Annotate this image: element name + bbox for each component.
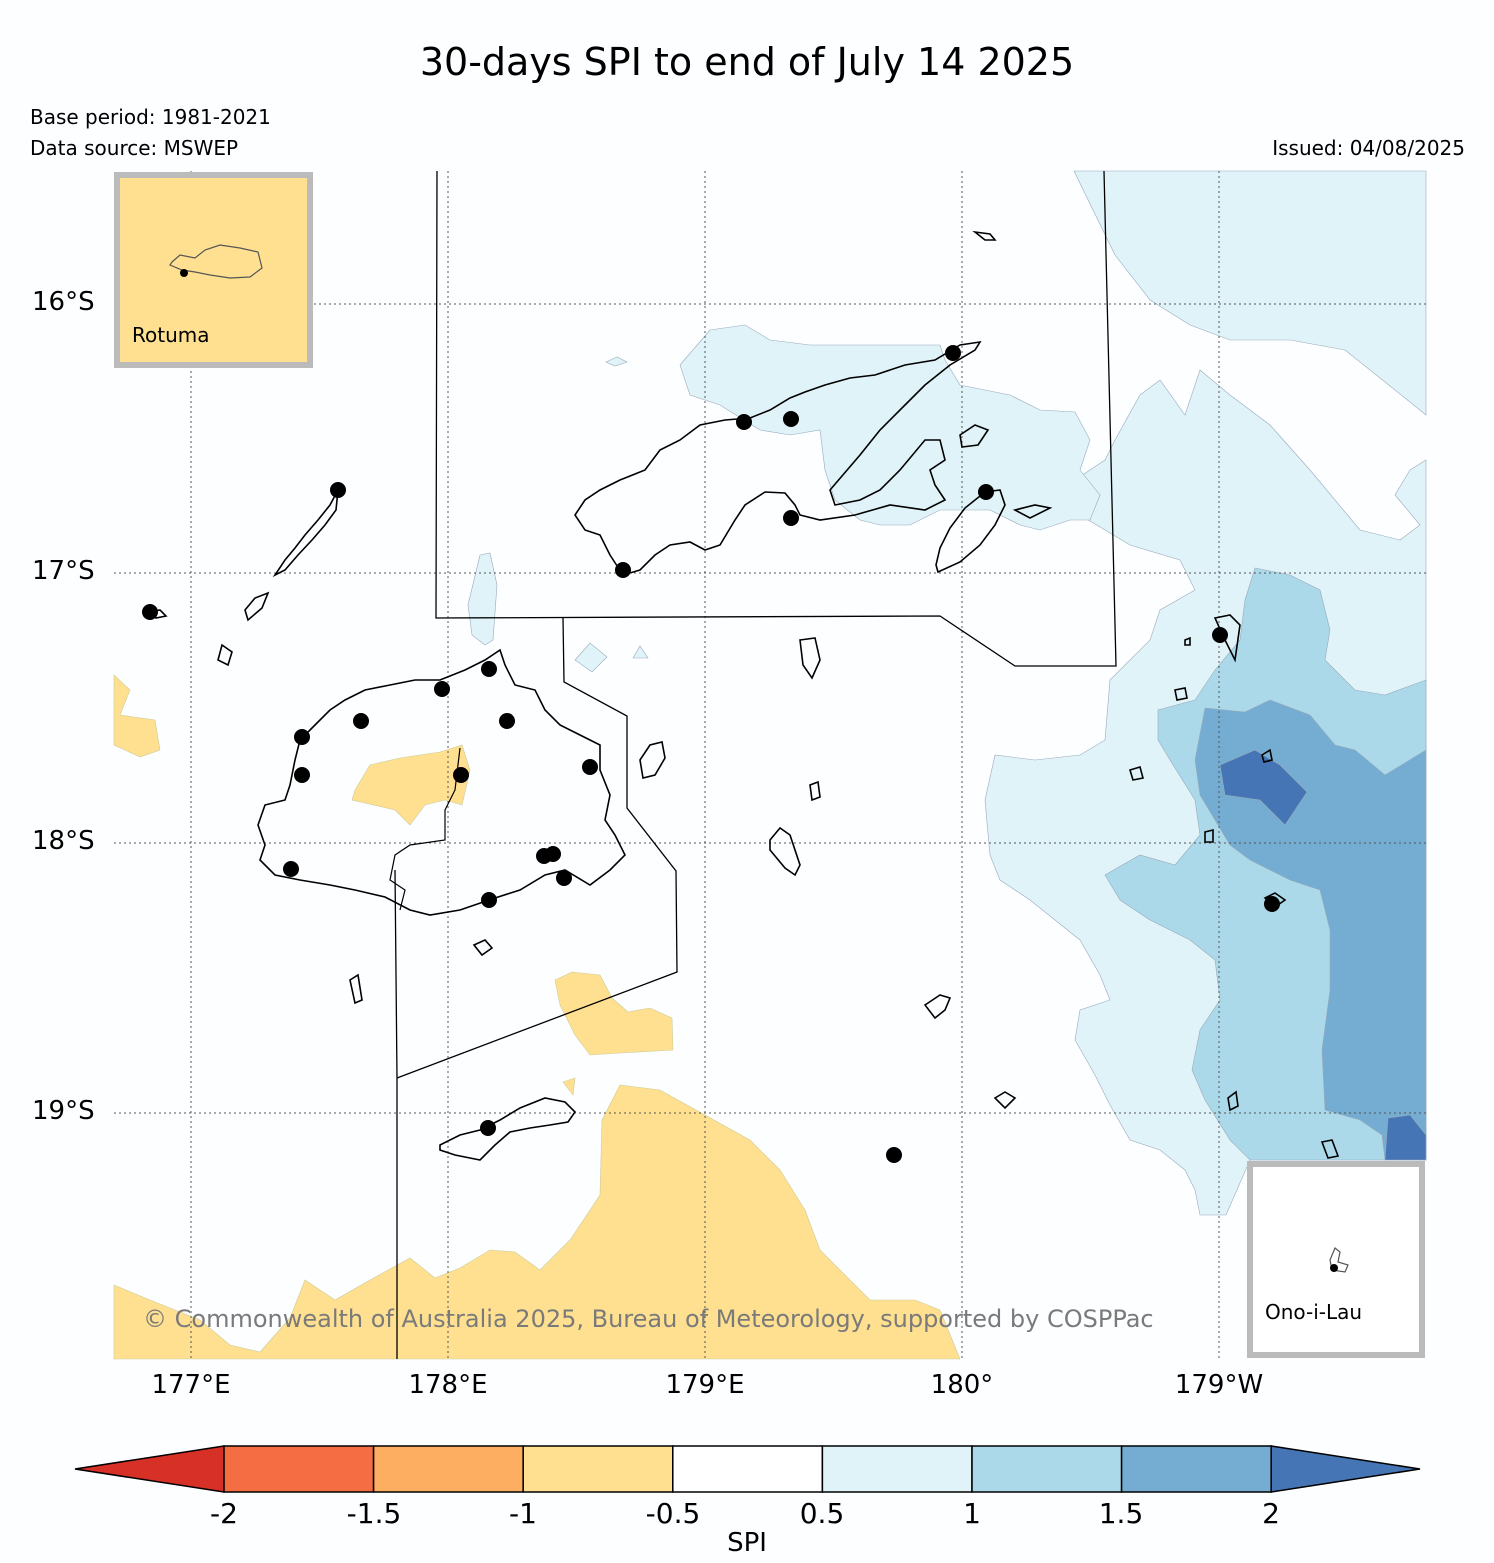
station-marker [294, 729, 310, 745]
station-marker [978, 484, 994, 500]
spi-contour-dry-south [113, 1084, 961, 1360]
lat-label-17s: 17°S [32, 556, 95, 586]
station-marker [499, 713, 515, 729]
station-marker [283, 861, 299, 877]
spi-contour-light-blue-small-1 [467, 552, 498, 646]
rotuma-label: Rotuma [132, 323, 210, 347]
lat-label-19s: 19°S [32, 1096, 95, 1126]
ono-i-lau-label: Ono-i-Lau [1265, 1300, 1363, 1324]
province-line [389, 747, 461, 911]
copyright-notice: © Commonwealth of Australia 2025, Bureau… [143, 1305, 1154, 1333]
colorbar-tick: -2 [210, 1497, 238, 1530]
spi-contour-max-blue-south [1384, 1114, 1427, 1161]
lat-label-16s: 16°S [32, 287, 95, 317]
spi-contour-dry-west [113, 674, 161, 758]
spi-contour-dry-viti-levu [351, 744, 471, 826]
colorbar-segment [971, 1445, 1123, 1493]
spi-contour-dry-tiny [562, 1077, 576, 1096]
spi-contour-light-blue-east [1073, 170, 1427, 416]
station-marker [480, 1120, 496, 1136]
station-marker [736, 414, 752, 430]
lat-label-18s: 18°S [32, 826, 95, 856]
colorbar-segment [372, 1445, 524, 1493]
colorbar-segment [821, 1445, 973, 1493]
inset-ono-i-lau [1247, 1161, 1425, 1358]
colorbar-tick: -1 [509, 1497, 537, 1530]
station-marker [353, 713, 369, 729]
station-marker [330, 482, 346, 498]
lon-label-179e: 179°E [665, 1370, 745, 1400]
division-boundaries [394, 170, 1117, 1359]
colorbar-segment [223, 1445, 375, 1493]
spi-contour-light-blue-small-3 [632, 645, 649, 659]
station-marker [434, 681, 450, 697]
spi-contour-light-blue-small-4 [605, 356, 628, 367]
station-marker [582, 759, 598, 775]
spi-contour-light-blue-small-2 [574, 642, 608, 673]
base-period: Base period: 1981-2021 [30, 105, 271, 129]
inset-rotuma [114, 172, 313, 368]
station-marker [545, 846, 561, 862]
data-source: Data source: MSWEP [30, 136, 239, 160]
station-marker [615, 562, 631, 578]
colorbar-extend-high [1270, 1445, 1421, 1493]
station-marker [783, 510, 799, 526]
colorbar-tick: -1.5 [346, 1497, 402, 1530]
spi-contour-dry-kadavu [554, 971, 674, 1056]
spi-contour-strong-blue [1194, 699, 1427, 1161]
station-marker [142, 604, 158, 620]
spi-contour-light-blue-vanua-levu [679, 324, 1101, 531]
spi-contour-max-blue [1219, 749, 1308, 826]
station-marker [783, 411, 799, 427]
colorbar-tick: 0.5 [799, 1497, 845, 1530]
station-marker [294, 767, 310, 783]
map-title: 30-days SPI to end of July 14 2025 [419, 40, 1075, 84]
colorbar-tick: 1.5 [1098, 1497, 1144, 1530]
lon-label-178e: 178°E [408, 1370, 488, 1400]
station-marker [453, 767, 469, 783]
station-marker [886, 1147, 902, 1163]
station-markers [142, 345, 1280, 1163]
station-marker [1212, 627, 1228, 643]
lon-label-177e: 177°E [151, 1370, 231, 1400]
colorbar-tick: 1 [963, 1497, 981, 1530]
colorbar-segment [672, 1445, 824, 1493]
station-marker [556, 870, 572, 886]
colorbar-label: SPI [727, 1528, 767, 1558]
colorbar [74, 1445, 1421, 1493]
station-marker [945, 345, 961, 361]
colorbar-extend-low [74, 1445, 225, 1493]
lon-label-179w: 179°W [1174, 1370, 1264, 1400]
island-gau [769, 826, 801, 877]
colorbar-segment [522, 1445, 674, 1493]
station-marker [481, 892, 497, 908]
station-marker [481, 661, 497, 677]
island-yasawa [272, 489, 339, 578]
colorbar-segment [1120, 1445, 1272, 1493]
station-marker [1264, 896, 1280, 912]
island-koro [799, 637, 821, 680]
island-vanua-levu [574, 340, 982, 576]
issued-date: Issued: 04/08/2025 [1272, 136, 1465, 160]
colorbar-tick: -0.5 [645, 1497, 701, 1530]
colorbar-tick: 2 [1262, 1497, 1280, 1530]
lon-label-180: 180° [930, 1370, 994, 1400]
